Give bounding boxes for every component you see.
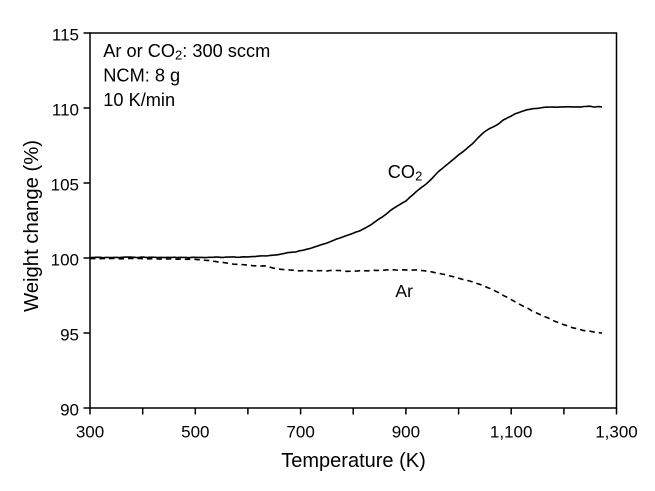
svg-text:100: 100 [51, 251, 79, 270]
svg-text:95: 95 [60, 326, 79, 345]
svg-text:500: 500 [181, 423, 209, 442]
svg-text:110: 110 [52, 101, 79, 120]
svg-text:700: 700 [286, 423, 314, 442]
svg-text:1,300: 1,300 [595, 423, 638, 442]
svg-text:CO2: CO2 [388, 162, 423, 184]
svg-text:NCM: 8 g: NCM: 8 g [103, 66, 180, 86]
svg-text:Weight change (%): Weight change (%) [21, 140, 43, 312]
svg-text:Ar or CO2: 300 sccm: Ar or CO2: 300 sccm [103, 41, 270, 63]
svg-text:1,100: 1,100 [490, 423, 533, 442]
svg-text:300: 300 [76, 423, 104, 442]
svg-text:900: 900 [392, 423, 420, 442]
svg-text:90: 90 [60, 401, 79, 420]
svg-text:Ar: Ar [395, 281, 413, 301]
svg-text:10 K/min: 10 K/min [103, 90, 175, 110]
svg-text:105: 105 [51, 176, 79, 195]
svg-text:Temperature (K): Temperature (K) [281, 450, 426, 472]
svg-text:115: 115 [52, 26, 79, 45]
